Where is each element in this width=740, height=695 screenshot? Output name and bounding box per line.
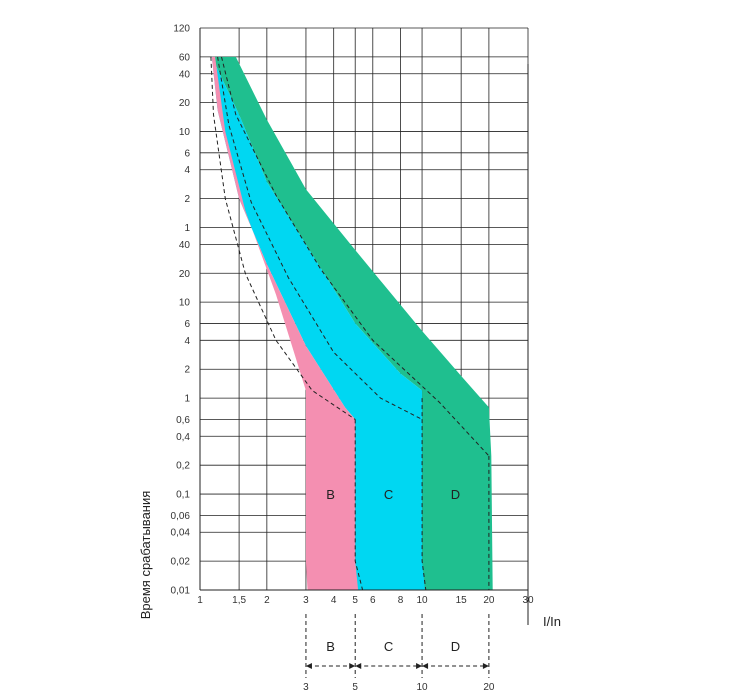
y-tick-label-seconds: 6 xyxy=(184,319,190,330)
y-tick-label-seconds: 0,2 xyxy=(176,461,190,472)
range-tick-label: 20 xyxy=(483,682,495,693)
range-arrow-right xyxy=(349,663,356,669)
x-tick-label: 6 xyxy=(370,595,376,606)
x-tick-label: 4 xyxy=(331,595,337,606)
y-tick-label-seconds: 2 xyxy=(184,365,190,376)
range-tick-label: 10 xyxy=(416,682,428,693)
y-tick-label-seconds: 10 xyxy=(179,298,191,309)
y-tick-label-minutes: 20 xyxy=(179,98,191,109)
y-tick-label-seconds: 0,4 xyxy=(176,432,190,443)
x-tick-labels: 1 1,5 2 3 4 5 6 8 10 15 20 30 xyxy=(197,595,534,606)
range-tick-label: 3 xyxy=(303,682,309,693)
x-tick-label: 15 xyxy=(456,595,468,606)
y-tick-label-seconds: 40 xyxy=(179,240,191,251)
range-label-b: B xyxy=(326,639,335,654)
range-arrow-left xyxy=(422,663,429,669)
x-tick-label: 1 xyxy=(197,595,203,606)
y-tick-label-seconds: 0,04 xyxy=(171,528,191,539)
x-tick-label: 8 xyxy=(398,595,404,606)
range-arrow-left xyxy=(355,663,362,669)
y-tick-label-minutes: 10 xyxy=(179,127,191,138)
trip-bands xyxy=(210,56,493,591)
range-arrow-right xyxy=(416,663,423,669)
band-c-area xyxy=(211,56,425,590)
range-arrow-right xyxy=(482,663,489,669)
band-b-dashed-edge xyxy=(354,419,364,591)
band-c-dashed-edge xyxy=(421,398,427,591)
y-tick-label-seconds: 0,02 xyxy=(171,557,191,568)
y-axis-label: Время срабатывания xyxy=(138,491,153,620)
x-tick-label: 2 xyxy=(264,595,270,606)
y-tick-label-seconds: 0,06 xyxy=(171,511,191,522)
x-tick-label: 3 xyxy=(303,595,309,606)
x-tick-label: 20 xyxy=(483,595,495,606)
chart-axes xyxy=(199,28,529,625)
x-tick-label: 30 xyxy=(522,595,534,606)
bottom-range-indicator: B C D 3 5 10 20 xyxy=(303,614,495,693)
x-axis-label: I/In xyxy=(543,614,561,629)
y-tick-label-seconds: 4 xyxy=(184,336,190,347)
range-tick-label: 5 xyxy=(352,682,358,693)
band-labels: B C D xyxy=(326,487,460,502)
range-label-d: D xyxy=(451,639,460,654)
band-label-c: C xyxy=(384,487,393,502)
y-tick-label-minutes: 40 xyxy=(179,69,191,80)
x-tick-label: 5 xyxy=(352,595,358,606)
y-tick-label-minutes: 120 xyxy=(173,24,190,35)
range-label-c: C xyxy=(384,639,393,654)
x-tick-label: 10 xyxy=(416,595,428,606)
band-b-dashed-curve xyxy=(210,56,356,420)
y-tick-label-minutes: 6 xyxy=(184,148,190,159)
y-tick-label-seconds: 0,6 xyxy=(176,415,190,426)
band-label-b: B xyxy=(326,487,335,502)
range-arrow-left xyxy=(305,663,312,669)
y-tick-label-minutes: 4 xyxy=(184,165,190,176)
y-tick-label-minutes: 2 xyxy=(184,194,190,205)
y-tick-label-seconds: 0,1 xyxy=(176,490,190,501)
y-tick-labels: 120 60 40 20 10 6 4 2 1 40 20 10 6 4 2 1 0,6 0,4 0,2 0,1 0,0… xyxy=(171,24,191,597)
y-tick-label-seconds: 20 xyxy=(179,269,191,280)
band-label-d: D xyxy=(451,487,460,502)
band-d-dashed-curve xyxy=(221,56,490,457)
y-tick-label-seconds: 0,01 xyxy=(171,586,191,597)
y-tick-label-minutes: 1 xyxy=(184,223,190,234)
y-tick-label-minutes: 60 xyxy=(179,52,191,63)
x-tick-label: 1,5 xyxy=(232,595,246,606)
y-tick-label-seconds: 1 xyxy=(184,394,190,405)
band-b-area xyxy=(211,56,359,590)
band-c-dashed-curve xyxy=(217,56,423,420)
